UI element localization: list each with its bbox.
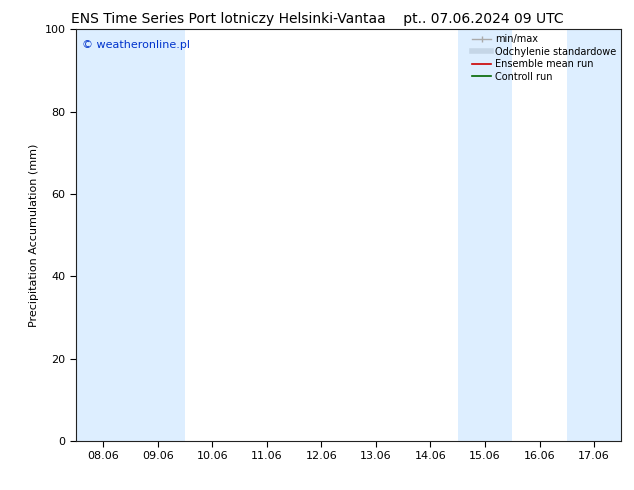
Y-axis label: Precipitation Accumulation (mm): Precipitation Accumulation (mm) <box>29 144 39 327</box>
Legend: min/max, Odchylenie standardowe, Ensemble mean run, Controll run: min/max, Odchylenie standardowe, Ensembl… <box>470 32 618 83</box>
Bar <box>567 29 621 441</box>
Bar <box>458 29 512 441</box>
Bar <box>131 29 185 441</box>
Text: ENS Time Series Port lotniczy Helsinki-Vantaa    pt.. 07.06.2024 09 UTC: ENS Time Series Port lotniczy Helsinki-V… <box>70 12 564 26</box>
Bar <box>76 29 131 441</box>
Text: © weatheronline.pl: © weatheronline.pl <box>82 40 190 49</box>
